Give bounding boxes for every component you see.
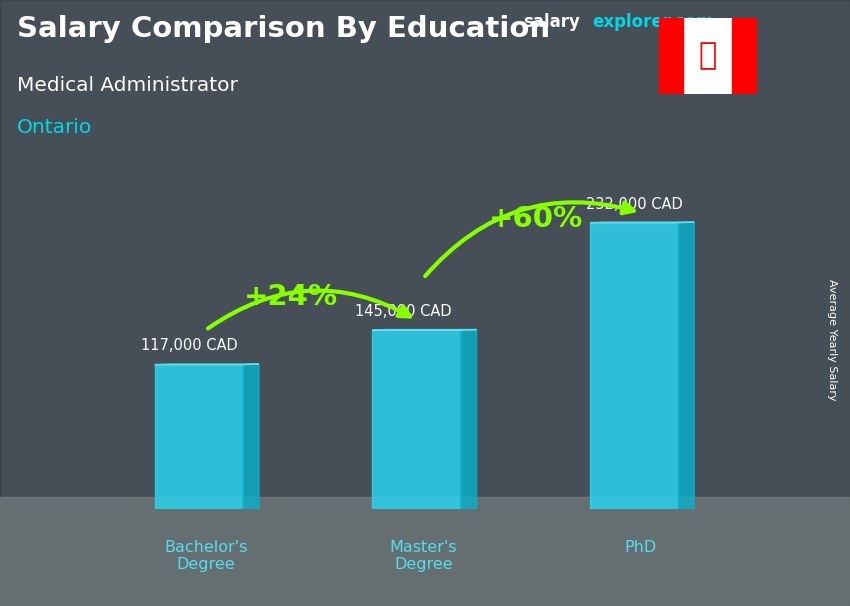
- Text: Salary Comparison By Education: Salary Comparison By Education: [17, 15, 550, 43]
- Bar: [0, 497, 850, 606]
- Text: 232,000 CAD: 232,000 CAD: [586, 196, 683, 211]
- Text: explorer.com: explorer.com: [592, 13, 714, 32]
- Text: 🍁: 🍁: [699, 42, 717, 70]
- Text: Bachelor's
Degree: Bachelor's Degree: [164, 540, 247, 572]
- Polygon shape: [461, 330, 477, 509]
- FancyArrowPatch shape: [425, 202, 634, 276]
- Bar: [732, 18, 756, 94]
- Text: +24%: +24%: [244, 283, 337, 311]
- Text: +60%: +60%: [489, 205, 582, 233]
- Text: 117,000 CAD: 117,000 CAD: [141, 339, 238, 353]
- Text: salary: salary: [523, 13, 580, 32]
- Text: Master's
Degree: Master's Degree: [389, 540, 457, 572]
- Bar: [372, 330, 461, 509]
- Text: Average Yearly Salary: Average Yearly Salary: [827, 279, 837, 400]
- Text: 145,000 CAD: 145,000 CAD: [355, 304, 452, 319]
- Bar: [590, 222, 678, 509]
- FancyArrowPatch shape: [208, 290, 410, 328]
- Text: Medical Administrator: Medical Administrator: [17, 76, 238, 95]
- Text: PhD: PhD: [625, 540, 657, 555]
- Bar: [659, 18, 683, 94]
- Polygon shape: [678, 222, 694, 509]
- Polygon shape: [243, 364, 259, 509]
- Text: Ontario: Ontario: [17, 118, 93, 137]
- Bar: [155, 365, 243, 509]
